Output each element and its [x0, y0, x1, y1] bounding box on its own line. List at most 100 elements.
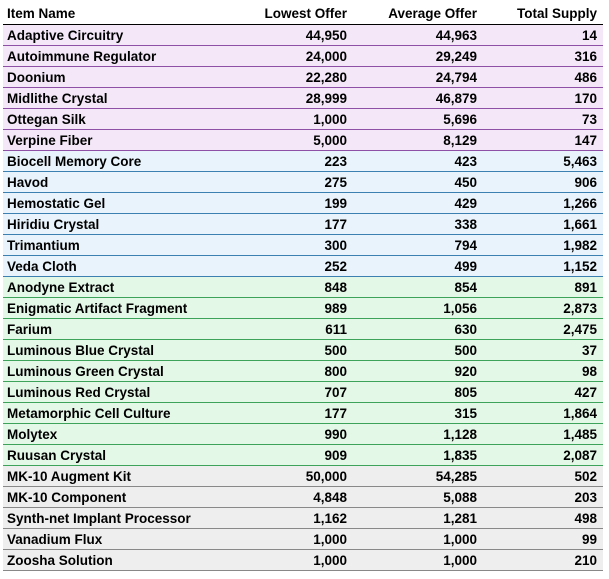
table-row: Autoimmune Regulator 24,000 29,249 316 — [3, 46, 603, 67]
value-cell: 854 — [454, 280, 477, 295]
value-cell: 1,266 — [563, 196, 597, 211]
value-cell: 1,661 — [563, 217, 597, 232]
value-cell: 8,129 — [443, 133, 477, 148]
value-cell: 486 — [574, 70, 597, 85]
table-row: Midlithe Crystal 28,999 46,879 170 — [3, 88, 603, 109]
value-cell: 848 — [324, 280, 347, 295]
item-name: Vanadium Flux — [7, 532, 103, 547]
item-name: Anodyne Extract — [7, 280, 115, 295]
table-row: Farium 611 630 2,475 — [3, 319, 603, 340]
item-name: Adaptive Circuitry — [7, 28, 124, 43]
item-name: Trimantium — [7, 238, 80, 253]
value-cell: 170 — [574, 91, 597, 106]
table-row: Ruusan Crystal 909 1,835 2,087 — [3, 445, 603, 466]
value-cell: 28,999 — [305, 91, 347, 106]
value-cell: 147 — [574, 133, 597, 148]
value-cell: 46,879 — [435, 91, 477, 106]
value-cell: 99 — [581, 532, 597, 547]
value-cell: 338 — [454, 217, 477, 232]
value-cell: 5,696 — [443, 112, 477, 127]
table-row: Luminous Green Crystal 800 920 98 — [3, 361, 603, 382]
value-cell: 98 — [581, 364, 597, 379]
value-cell: 24,794 — [435, 70, 477, 85]
value-cell: 1,128 — [443, 427, 477, 442]
price-table: Item Name Lowest Offer Average Offer Total … — [3, 2, 603, 571]
value-cell: 14 — [581, 28, 597, 43]
table-row: Molytex 990 1,128 1,485 — [3, 424, 603, 445]
item-name: Verpine Fiber — [7, 133, 93, 148]
item-name: Ottegan Silk — [7, 112, 86, 127]
value-cell: 1,485 — [563, 427, 597, 442]
value-cell: 177 — [324, 217, 347, 232]
value-cell: 199 — [324, 196, 347, 211]
table-row: Adaptive Circuitry 44,950 44,963 14 — [3, 25, 603, 46]
value-cell: 1,000 — [313, 553, 347, 568]
value-cell: 423 — [454, 154, 477, 169]
item-name: Havod — [7, 175, 49, 190]
item-name: MK-10 Augment Kit — [7, 469, 131, 484]
value-cell: 800 — [324, 364, 347, 379]
value-cell: 1,000 — [313, 112, 347, 127]
table-row: Veda Cloth 252 499 1,152 — [3, 256, 603, 277]
value-cell: 891 — [574, 280, 597, 295]
value-cell: 1,152 — [563, 259, 597, 274]
item-name: MK-10 Component — [7, 490, 127, 505]
value-cell: 500 — [454, 343, 477, 358]
item-name: Midlithe Crystal — [7, 91, 108, 106]
value-cell: 177 — [324, 406, 347, 421]
column-header: Average Offer — [388, 6, 477, 21]
value-cell: 252 — [324, 259, 347, 274]
table-row: Havod 275 450 906 — [3, 172, 603, 193]
value-cell: 5,088 — [443, 490, 477, 505]
value-cell: 5,000 — [313, 133, 347, 148]
item-name: Luminous Blue Crystal — [7, 343, 155, 358]
table-row: Trimantium 300 794 1,982 — [3, 235, 603, 256]
item-name: Hiridiu Crystal — [7, 217, 100, 232]
table-row: Zoosha Solution 1,000 1,000 210 — [3, 550, 603, 571]
value-cell: 1,000 — [443, 553, 477, 568]
value-cell: 450 — [454, 175, 477, 190]
value-cell: 300 — [324, 238, 347, 253]
value-cell: 315 — [454, 406, 477, 421]
value-cell: 909 — [324, 448, 347, 463]
value-cell: 1,835 — [443, 448, 477, 463]
value-cell: 1,056 — [443, 301, 477, 316]
value-cell: 427 — [574, 385, 597, 400]
value-cell: 44,963 — [435, 28, 477, 43]
value-cell: 5,463 — [563, 154, 597, 169]
column-header: Item Name — [7, 6, 76, 21]
value-cell: 37 — [581, 343, 597, 358]
table-row: Hiridiu Crystal 177 338 1,661 — [3, 214, 603, 235]
item-name: Enigmatic Artifact Fragment — [7, 301, 188, 316]
table-row: MK-10 Component 4,848 5,088 203 — [3, 487, 603, 508]
value-cell: 1,864 — [563, 406, 597, 421]
item-name: Zoosha Solution — [7, 553, 113, 568]
table-row: Biocell Memory Core 223 423 5,463 — [3, 151, 603, 172]
value-cell: 1,000 — [313, 532, 347, 547]
item-name: Doonium — [7, 70, 66, 85]
value-cell: 990 — [324, 427, 347, 442]
value-cell: 794 — [454, 238, 477, 253]
value-cell: 223 — [324, 154, 347, 169]
value-cell: 275 — [324, 175, 347, 190]
value-cell: 210 — [574, 553, 597, 568]
item-name: Molytex — [7, 427, 58, 442]
value-cell: 44,950 — [305, 28, 347, 43]
table-row: Hemostatic Gel 199 429 1,266 — [3, 193, 603, 214]
table-row: MK-10 Augment Kit 50,000 54,285 502 — [3, 466, 603, 487]
table-row: Metamorphic Cell Culture 177 315 1,864 — [3, 403, 603, 424]
table-row: Synth-net Implant Processor 1,162 1,281 498 — [3, 508, 603, 529]
value-cell: 611 — [325, 322, 347, 337]
table-row: Luminous Blue Crystal 500 500 37 — [3, 340, 603, 361]
value-cell: 630 — [454, 322, 477, 337]
item-name: Autoimmune Regulator — [7, 49, 157, 64]
item-name: Veda Cloth — [7, 259, 77, 274]
value-cell: 316 — [574, 49, 597, 64]
value-cell: 707 — [324, 385, 347, 400]
value-cell: 429 — [454, 196, 477, 211]
value-cell: 24,000 — [305, 49, 347, 64]
value-cell: 2,873 — [563, 301, 597, 316]
item-name: Metamorphic Cell Culture — [7, 406, 171, 421]
value-cell: 1,000 — [443, 532, 477, 547]
